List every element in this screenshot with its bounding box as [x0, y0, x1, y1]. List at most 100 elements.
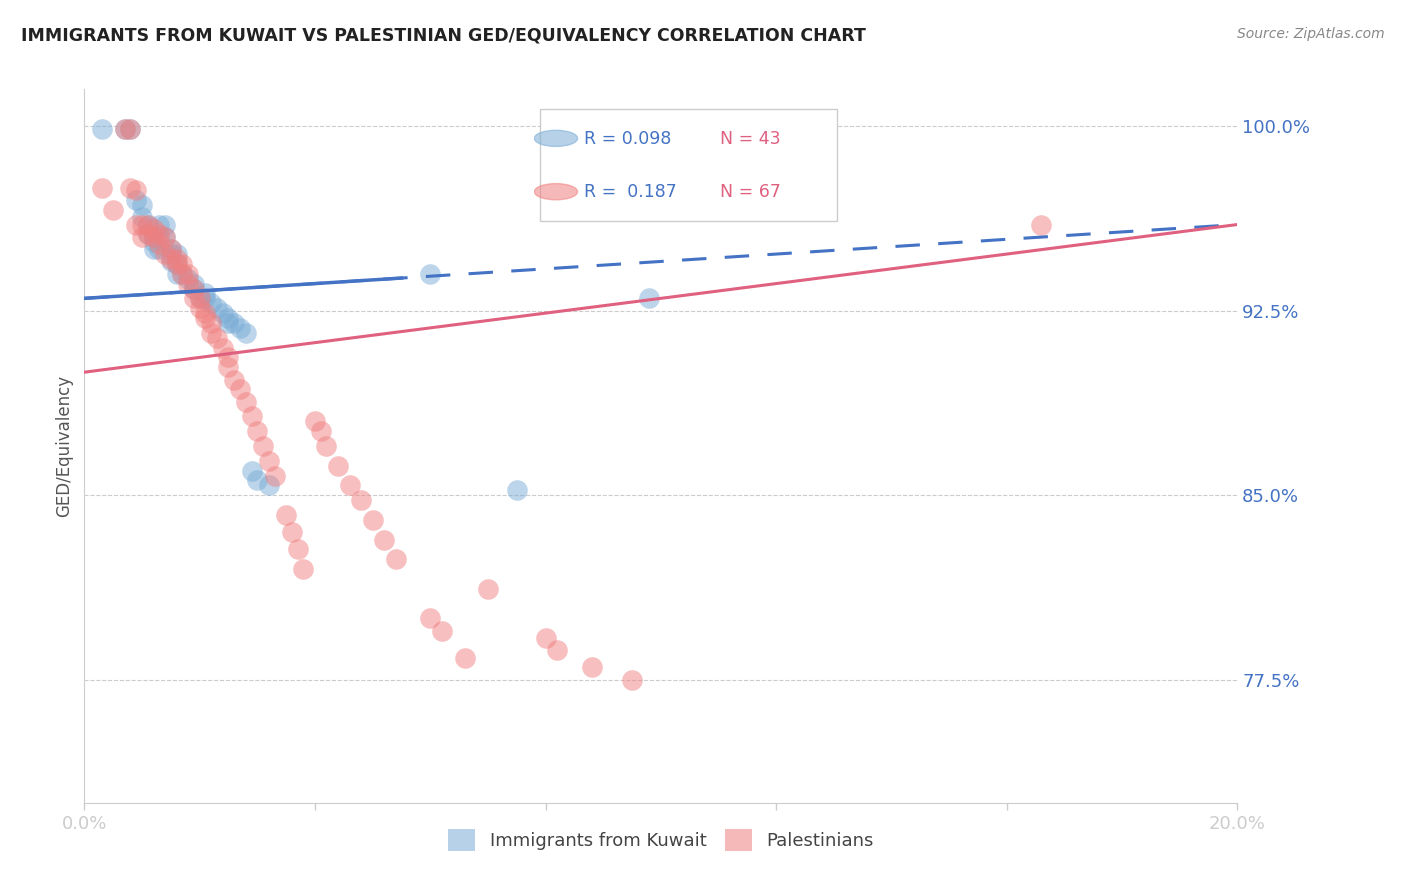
Circle shape: [534, 130, 578, 146]
Text: N = 43: N = 43: [720, 129, 780, 147]
Point: [114, 121, 136, 136]
Point: [172, 267, 194, 281]
Point: [160, 247, 183, 261]
Point: [304, 414, 326, 428]
Point: [477, 582, 499, 596]
Point: [148, 237, 170, 252]
Text: Source: ZipAtlas.com: Source: ZipAtlas.com: [1237, 27, 1385, 41]
Point: [224, 373, 246, 387]
Point: [200, 296, 222, 310]
Point: [211, 306, 233, 320]
Point: [252, 439, 274, 453]
Point: [326, 458, 349, 473]
Point: [229, 321, 252, 335]
Point: [621, 673, 644, 687]
Point: [350, 493, 373, 508]
Point: [315, 439, 337, 453]
Point: [419, 267, 441, 281]
Point: [373, 533, 395, 547]
Point: [131, 198, 153, 212]
Point: [166, 267, 188, 281]
Text: IMMIGRANTS FROM KUWAIT VS PALESTINIAN GED/EQUIVALENCY CORRELATION CHART: IMMIGRANTS FROM KUWAIT VS PALESTINIAN GE…: [21, 27, 866, 45]
Point: [172, 267, 194, 281]
Point: [506, 483, 529, 498]
Point: [188, 291, 211, 305]
Point: [148, 227, 170, 242]
Point: [90, 180, 112, 194]
Point: [120, 121, 142, 136]
Point: [125, 183, 148, 197]
Point: [142, 222, 165, 236]
Point: [361, 513, 384, 527]
Point: [166, 252, 188, 266]
Point: [177, 271, 200, 285]
Text: R =  0.187: R = 0.187: [583, 183, 676, 201]
FancyBboxPatch shape: [540, 110, 838, 220]
Point: [153, 230, 176, 244]
Point: [384, 552, 406, 566]
Point: [172, 257, 194, 271]
Point: [309, 424, 332, 438]
Point: [339, 478, 361, 492]
Point: [177, 277, 200, 291]
Point: [200, 316, 222, 330]
Point: [229, 383, 252, 397]
Point: [131, 230, 153, 244]
Point: [120, 180, 142, 194]
Point: [166, 257, 188, 271]
Point: [148, 230, 170, 244]
Point: [581, 660, 603, 674]
Point: [142, 230, 165, 244]
Legend: Immigrants from Kuwait, Palestinians: Immigrants from Kuwait, Palestinians: [441, 822, 880, 858]
Point: [188, 301, 211, 316]
Point: [218, 311, 240, 326]
Point: [211, 341, 233, 355]
Point: [166, 257, 188, 271]
Point: [235, 394, 257, 409]
Point: [200, 326, 222, 340]
Point: [638, 291, 661, 305]
Point: [153, 218, 176, 232]
Point: [240, 464, 263, 478]
Point: [276, 508, 298, 522]
Point: [183, 281, 205, 295]
Text: R = 0.098: R = 0.098: [583, 129, 671, 147]
Point: [281, 525, 304, 540]
Point: [246, 474, 269, 488]
Point: [160, 254, 183, 268]
Point: [136, 227, 159, 242]
Point: [194, 286, 217, 301]
Point: [160, 252, 183, 266]
Point: [153, 230, 176, 244]
Point: [263, 468, 285, 483]
Point: [160, 242, 183, 256]
Point: [131, 218, 153, 232]
Point: [142, 242, 165, 256]
Point: [166, 247, 188, 261]
Point: [90, 121, 112, 136]
Circle shape: [534, 184, 578, 200]
Point: [160, 242, 183, 256]
Point: [142, 230, 165, 244]
Point: [246, 424, 269, 438]
Point: [183, 291, 205, 305]
Point: [136, 218, 159, 232]
Point: [136, 218, 159, 232]
Point: [148, 218, 170, 232]
Point: [218, 360, 240, 375]
Point: [148, 242, 170, 256]
Point: [183, 281, 205, 295]
Point: [1031, 218, 1053, 232]
Point: [183, 277, 205, 291]
Point: [419, 611, 441, 625]
Point: [194, 311, 217, 326]
Point: [257, 478, 280, 492]
Point: [188, 291, 211, 305]
Point: [136, 227, 159, 242]
Point: [454, 650, 477, 665]
Point: [292, 562, 315, 576]
Point: [218, 351, 240, 365]
Point: [430, 624, 453, 638]
Point: [153, 247, 176, 261]
Text: N = 67: N = 67: [720, 183, 780, 201]
